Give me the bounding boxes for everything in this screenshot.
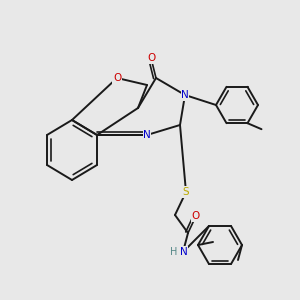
Text: O: O [192,211,200,221]
Text: H: H [170,247,178,257]
Text: N: N [143,130,151,140]
Text: O: O [113,73,121,83]
Text: N: N [180,247,188,257]
Text: S: S [183,187,189,197]
Text: N: N [181,90,189,100]
Text: O: O [147,53,155,63]
